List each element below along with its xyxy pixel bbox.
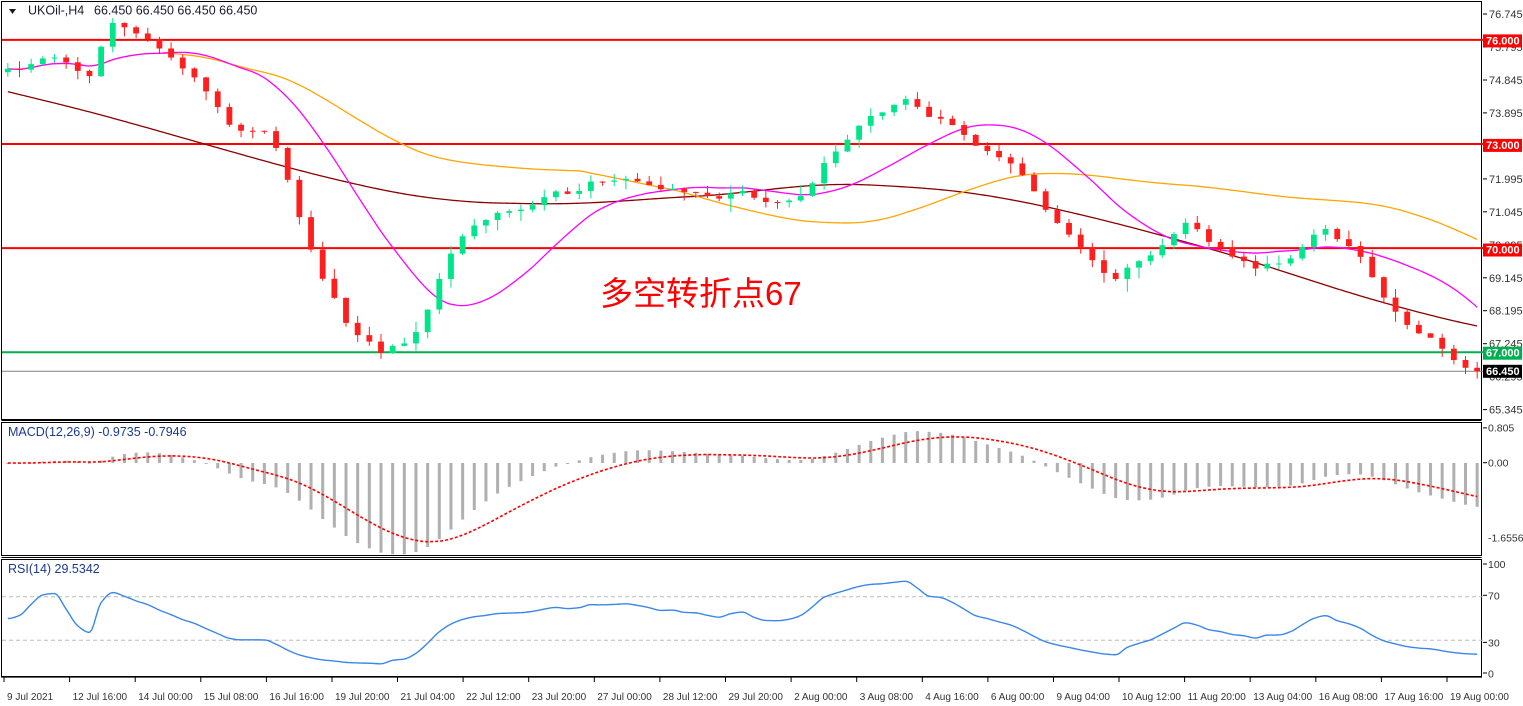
svg-text:3 Aug 08:00: 3 Aug 08:00 [860,692,914,703]
svg-text:76.000: 76.000 [1486,35,1520,47]
svg-text:71.995: 71.995 [1489,174,1523,186]
svg-text:13 Aug 04:00: 13 Aug 04:00 [1253,692,1312,703]
svg-text:65.345: 65.345 [1489,405,1523,417]
svg-text:19 Jul 20:00: 19 Jul 20:00 [335,692,390,703]
svg-text:10 Aug 12:00: 10 Aug 12:00 [1122,692,1181,703]
svg-text:-1.6556: -1.6556 [1488,533,1523,545]
svg-text:14 Jul 00:00: 14 Jul 00:00 [138,692,193,703]
svg-text:2 Aug 00:00: 2 Aug 00:00 [794,692,848,703]
svg-text:4 Aug 16:00: 4 Aug 16:00 [925,692,979,703]
svg-text:67.000: 67.000 [1486,348,1520,360]
svg-text:19 Aug 00:00: 19 Aug 00:00 [1450,692,1509,703]
svg-text:0.805: 0.805 [1488,423,1514,435]
svg-text:0: 0 [1488,669,1494,681]
svg-text:29 Jul 20:00: 29 Jul 20:00 [729,692,784,703]
svg-text:12 Jul 16:00: 12 Jul 16:00 [73,692,128,703]
svg-text:76.745: 76.745 [1489,9,1523,21]
svg-text:RSI(14) 29.5342: RSI(14) 29.5342 [8,562,100,576]
svg-text:70: 70 [1488,590,1500,602]
svg-text:21 Jul 04:00: 21 Jul 04:00 [401,692,456,703]
svg-text:73.895: 73.895 [1489,108,1523,120]
svg-text:27 Jul 00:00: 27 Jul 00:00 [597,692,652,703]
svg-text:68.195: 68.195 [1489,306,1523,318]
svg-text:UKOil-,H4: UKOil-,H4 [28,4,84,18]
svg-text:28 Jul 12:00: 28 Jul 12:00 [663,692,718,703]
svg-text:69.145: 69.145 [1489,273,1523,285]
svg-text:22 Jul 12:00: 22 Jul 12:00 [466,692,521,703]
svg-text:多空转折点67: 多空转折点67 [600,275,802,312]
svg-text:73.000: 73.000 [1486,140,1520,152]
svg-text:9 Jul 2021: 9 Jul 2021 [7,692,54,703]
svg-text:23 Jul 20:00: 23 Jul 20:00 [532,692,587,703]
svg-text:70.000: 70.000 [1486,245,1520,257]
svg-text:16 Aug 08:00: 16 Aug 08:00 [1319,692,1378,703]
svg-text:30: 30 [1488,637,1500,649]
svg-text:74.845: 74.845 [1489,75,1523,87]
svg-text:11 Aug 20:00: 11 Aug 20:00 [1188,692,1247,703]
svg-text:9 Aug 04:00: 9 Aug 04:00 [1057,692,1111,703]
svg-text:6 Aug 00:00: 6 Aug 00:00 [991,692,1045,703]
svg-text:71.045: 71.045 [1489,207,1523,219]
svg-text:0.00: 0.00 [1488,458,1509,470]
svg-text:16 Jul 16:00: 16 Jul 16:00 [269,692,324,703]
svg-text:MACD(12,26,9) -0.9735 -0.7946: MACD(12,26,9) -0.9735 -0.7946 [8,425,187,439]
svg-text:66.450: 66.450 [1486,366,1520,378]
svg-text:17 Aug 16:00: 17 Aug 16:00 [1384,692,1443,703]
svg-text:100: 100 [1488,559,1506,571]
svg-text:15 Jul 08:00: 15 Jul 08:00 [204,692,259,703]
svg-text:66.450 66.450 66.450 66.450: 66.450 66.450 66.450 66.450 [94,4,257,18]
